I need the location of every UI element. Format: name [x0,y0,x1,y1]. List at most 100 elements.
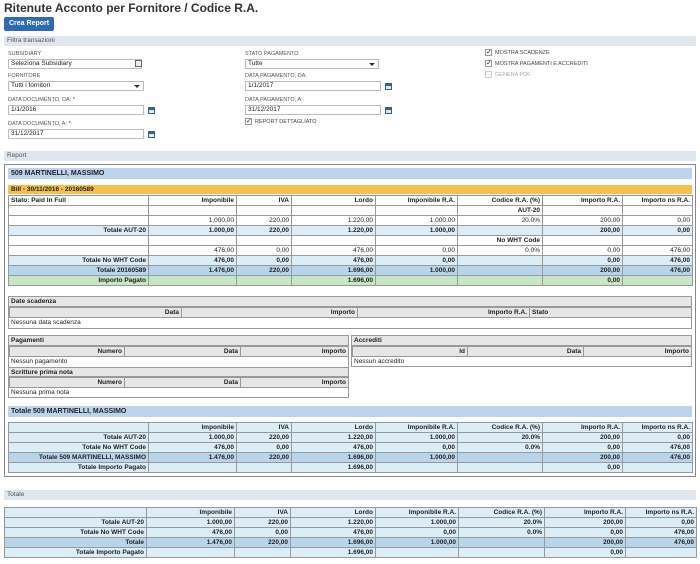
bill-cell [291,235,376,246]
bill-cell: 476,00 [622,245,693,256]
bill-row-label: Totale No WHT Code [8,255,149,266]
supplier-total-cell [457,452,543,463]
supplier-total-table: Imponibile IVA Lordo Imponibile R.A. Codice … [8,422,693,473]
supplier-total-col-header: Lordo [291,422,376,433]
bill-cell: 0,00 [622,225,693,236]
grand-total-cell: 1.696,00 [290,537,376,548]
data-pag-a-label: DATA PAGAMENTO, A: [245,97,303,103]
data-doc-da-label: DATA DOCUMENTO, DA: * [8,97,75,103]
grand-total-cell: 0,00 [375,527,459,538]
report-dettagliato-checkbox[interactable]: ✓ [245,118,252,125]
grand-total-cell [458,537,545,548]
grand-total-cell: 220,00 [234,517,291,528]
pagamenti-col-importo: Importo [240,346,349,357]
bill-cell: 1.476,00 [148,265,237,276]
pagamenti-col-data: Data [124,346,241,357]
scritture-col-data: Data [124,377,241,388]
genera-pdf-checkbox[interactable] [485,71,492,78]
accrediti-col-importo: Importo [583,346,692,357]
calendar-icon[interactable] [385,83,392,90]
supplier-total-col-header: Imponibile [148,422,237,433]
grand-total-row-label: Totale [4,537,147,548]
supplier-total-cell: 476,00 [148,442,237,453]
required-mark: * [68,121,71,127]
data-doc-da-field[interactable]: 1/1/2016 [8,105,144,115]
bill-cell: 1.000,00 [148,225,237,236]
filter-section-header: Filtra transazioni [4,36,696,46]
calendar-icon[interactable] [148,131,155,138]
grand-total-col-header: Lordo [290,507,376,518]
scadenze-title: Date scadenza [9,297,691,307]
lookup-icon[interactable] [135,60,142,67]
supplier-title: 509 MARTINELLI, MASSIMO [8,168,692,179]
supplier-total-row-label: Totale AUT-20 [8,432,149,443]
grand-total-cell: 476,00 [146,527,235,538]
calendar-icon[interactable] [148,107,155,114]
supplier-total-row-label: Totale 509 MARTINELLI, MASSIMO [8,452,149,463]
supplier-total-row: Totale AUT-20 1.000,00 220,00 1.220,00 1.000… [8,432,693,443]
bill-col-header: Importo ns R.A. [622,195,693,206]
supplier-total-title: Totale 509 MARTINELLI, MASSIMO [8,406,692,417]
data-pag-da-field[interactable]: 1/1/2017 [245,81,381,91]
scadenze-empty: Nessuna data scadenza [11,319,81,326]
supplier-total-cell: 1.696,00 [291,452,376,463]
bill-col-header: Imponibile [148,195,237,206]
bill-cell [457,265,543,276]
bill-row: Importo Pagato 1.696,00 0,00 [8,275,693,286]
subsidiary-field[interactable]: Seleziona Subsidiary [8,59,142,69]
bill-cell [148,235,237,246]
mostra-scadenze-checkbox[interactable]: ✓ [485,49,492,56]
bill-row-label [8,215,149,226]
supplier-total-cell: 20.0% [457,432,543,443]
stato-select[interactable]: Tutte [245,59,379,69]
scritture-table: Numero Data Importo [9,377,349,388]
supplier-total-cell [375,462,458,473]
mostra-pagamenti-checkbox[interactable]: ✓ [485,60,492,67]
report-dettagliato-label: REPORT DETTAGLIATO [255,119,317,125]
supplier-total-cell: 0,00 [375,442,458,453]
grand-total-cell: 0,00 [234,527,291,538]
scadenze-box: Date scadenza Data Importo Importo R.A. … [8,296,692,329]
create-report-button[interactable]: Crea Report [4,17,55,31]
bill-cell: 1.000,00 [148,215,237,226]
supplier-total-row-label: Totale No WHT Code [8,442,149,453]
scritture-empty: Nessuna prima nota [11,389,70,396]
grand-total-cell [458,547,545,558]
grand-total-cell: 1.476,00 [146,537,235,548]
grand-total-cell: 1.696,00 [290,547,376,558]
grand-total-cell: 1.220,00 [290,517,376,528]
grand-total-cell: 200,00 [544,537,626,548]
grand-total-cell: 476,00 [290,527,376,538]
grand-total-cell: 20.0% [458,517,545,528]
grand-total-cell [375,547,459,558]
grand-total-row: Totale No WHT Code 476,00 0,00 476,00 0,00 0.… [4,527,697,538]
data-doc-a-field[interactable]: 31/12/2017 [8,129,144,139]
bill-cell [291,205,376,216]
calendar-icon[interactable] [385,107,392,114]
scadenze-col-importo: Importo [181,307,358,318]
pagamenti-empty: Nessun pagamento [11,358,68,365]
bill-cell: 476,00 [148,245,237,256]
bill-row-label [8,245,149,256]
bill-cell: 1.696,00 [291,275,376,286]
accrediti-col-id: Id [352,346,468,357]
bill-cell [457,255,543,266]
bill-cell: 1.000,00 [375,215,458,226]
subsidiary-label: SUBSIDIARY [8,51,42,57]
bill-cell [236,275,292,286]
grand-total-cell: 220,00 [234,537,291,548]
bill-cell: 0,00 [542,275,623,286]
bill-row: Totale No WHT Code 476,00 0,00 476,00 0,00 0,… [8,255,693,266]
bill-row: 476,00 0,00 476,00 0,00 0.0% 0,00 476,00 [8,245,693,256]
bill-row-label: Importo Pagato [8,275,149,286]
fornitore-value: Tutti i fornitori [11,82,51,89]
supplier-total-col-header: Imponibile R.A. [375,422,458,433]
supplier-total-cell [457,462,543,473]
bill-cell [148,205,237,216]
supplier-total-cell: 200,00 [542,452,623,463]
bill-cell: 0,00 [236,245,292,256]
fornitore-select[interactable]: Tutti i fornitori [8,81,144,91]
report-section-header: Report [4,151,696,161]
data-pag-a-field[interactable]: 31/12/2017 [245,105,381,115]
supplier-total-col-header: Importo ns R.A. [622,422,693,433]
